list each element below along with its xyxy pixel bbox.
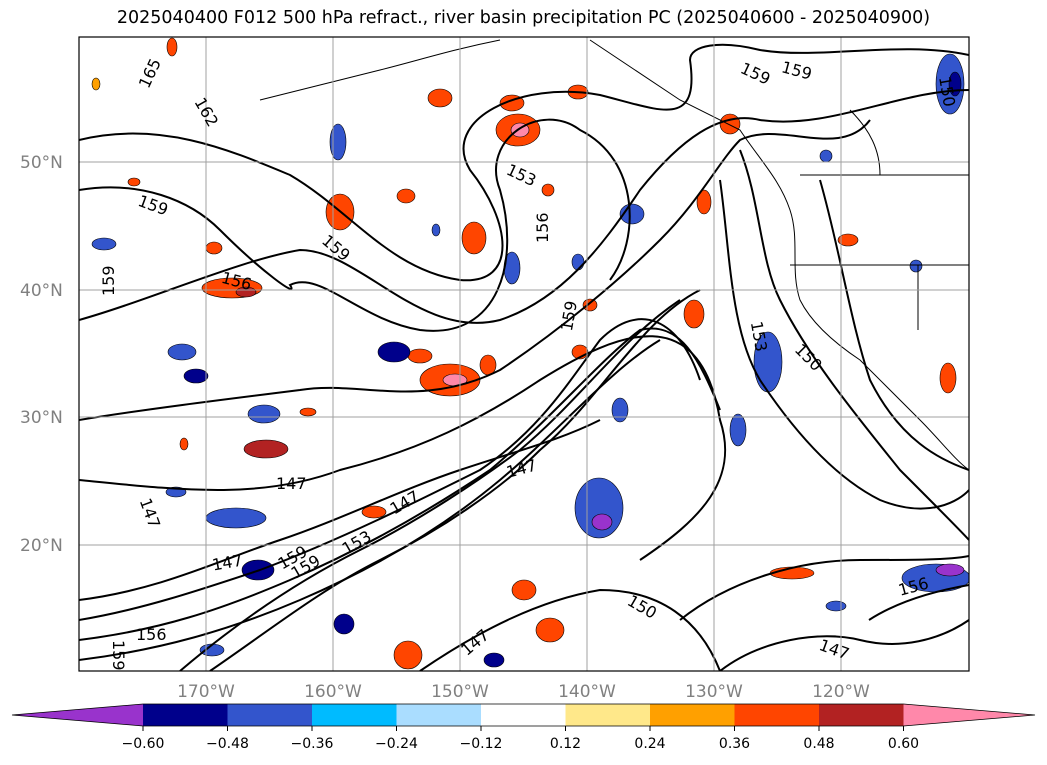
colorbar-tick-label: 0.48	[803, 736, 834, 752]
lon-label-170w: 170°W	[177, 682, 235, 702]
chart-title: 2025040400 F012 500 hPa refract., river …	[116, 8, 931, 28]
map-frame	[78, 36, 970, 672]
refractivity-contours	[79, 43, 969, 671]
contour-label: 156	[533, 212, 552, 243]
contour-label: 156	[136, 625, 167, 644]
contour-label: 159	[109, 640, 128, 671]
lat-label-20n: 20°N	[20, 536, 63, 556]
colorbar-tick-label: −0.36	[291, 736, 334, 752]
colorbar-segment	[227, 704, 313, 726]
colorbar-segment	[396, 704, 482, 726]
colorbar: −0.60 −0.48 −0.36 −0.24 −0.12 0.12 0.24 0.36 0.4…	[11, 703, 1036, 752]
colorbar-tick-label: 0.24	[634, 736, 665, 752]
latitude-labels: 50°N 40°N 30°N 20°N	[20, 153, 63, 556]
colorbar-segment	[143, 704, 228, 726]
lon-label-120w: 120°W	[812, 682, 870, 702]
lon-label-160w: 160°W	[304, 682, 362, 702]
lat-label-50n: 50°N	[20, 153, 63, 173]
longitude-labels: 170°W 160°W 150°W 140°W 130°W 120°W	[177, 682, 870, 702]
colorbar-tick-label: −0.48	[206, 736, 249, 752]
colorbar-segment	[650, 704, 735, 726]
contour-label: 147	[276, 474, 307, 493]
lon-label-140w: 140°W	[558, 682, 616, 702]
colorbar-extend-high	[903, 704, 1035, 726]
colorbar-segment	[312, 704, 397, 726]
colorbar-tick-label: −0.24	[375, 736, 418, 752]
contour-label: 159	[99, 265, 118, 296]
coastlines	[259, 39, 969, 471]
colorbar-extend-low	[12, 704, 143, 726]
lon-label-150w: 150°W	[431, 682, 489, 702]
colorbar-tick-label: 0.60	[888, 736, 919, 752]
colorbar-segment	[819, 704, 904, 726]
lat-label-30n: 30°N	[20, 408, 63, 428]
colorbar-tick-label: 0.12	[550, 736, 581, 752]
colorbar-segment	[565, 704, 651, 726]
colorbar-tick-label: −0.12	[460, 736, 503, 752]
colorbar-segment	[734, 704, 820, 726]
lon-label-130w: 130°W	[685, 682, 743, 702]
lat-label-40n: 40°N	[20, 281, 63, 301]
colorbar-tick-label: −0.60	[122, 736, 165, 752]
colorbar-tick-label: 0.36	[719, 736, 750, 752]
lat-lon-gridlines	[79, 37, 969, 671]
precip-positive-areas	[91, 37, 957, 670]
colorbar-segment	[481, 704, 566, 726]
